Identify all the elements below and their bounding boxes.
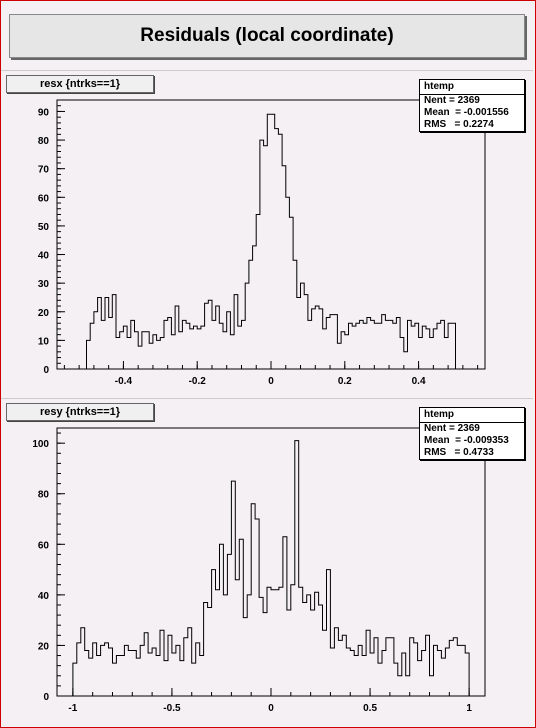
y-tick-label: 40 xyxy=(38,591,50,602)
plot-area xyxy=(56,427,486,697)
y-tick-label: 80 xyxy=(38,136,50,147)
y-tick-label: 80 xyxy=(38,490,50,501)
x-tick-label: 0.4 xyxy=(412,376,426,387)
statbox-name: htemp xyxy=(420,408,524,423)
page-title: Residuals (local coordinate) xyxy=(9,14,525,58)
y-tick-label: 20 xyxy=(38,308,50,319)
x-tick-label: 0.5 xyxy=(363,703,377,714)
y-tick-label: 100 xyxy=(32,439,49,450)
x-tick-label: 1 xyxy=(466,703,472,714)
pad-resy[interactable]: resy {ntrks==1} 0 20 40 60 80 100 -1 -0.5 0 0.5 1 … xyxy=(1,398,533,727)
histogram-resx: 0 10 20 30 40 50 60 70 80 90 -0.4 -0.2 0 0.2 0.4 xyxy=(38,99,486,387)
y-tick-label: 90 xyxy=(38,107,50,118)
x-tick-label: 0 xyxy=(268,376,274,387)
histogram-line xyxy=(72,440,470,696)
y-tick-label: 50 xyxy=(38,222,50,233)
statbox-resy: htemp Nent = 2369 Mean = -0.009353 RMS =… xyxy=(419,407,525,460)
pad-title-resx: resx {ntrks==1} xyxy=(6,75,154,93)
x-tick-label: -1 xyxy=(68,703,77,714)
y-tick-label: 40 xyxy=(38,251,50,262)
x-tick-label: 0 xyxy=(268,703,274,714)
x-tick-label: 0.2 xyxy=(338,376,352,387)
histogram-line xyxy=(86,113,456,369)
statbox-entries: Nent = 2369 xyxy=(424,95,480,106)
x-tick-label: -0.2 xyxy=(189,376,207,387)
statbox-mean: Mean = -0.009353 xyxy=(424,435,509,446)
y-tick-label: 30 xyxy=(38,279,50,290)
y-tick-label: 20 xyxy=(38,641,50,652)
histogram-resy: 0 20 40 60 80 100 -1 -0.5 0 0.5 1 xyxy=(32,427,486,714)
plot-area xyxy=(56,99,486,370)
pad-resx[interactable]: resx {ntrks==1} 0 10 20 30 40 50 60 70 80 90 -0.4 -… xyxy=(1,70,533,396)
statbox-entries: Nent = 2369 xyxy=(424,423,480,434)
y-tick-label: 60 xyxy=(38,193,50,204)
y-tick-label: 0 xyxy=(43,365,49,376)
y-tick-label: 60 xyxy=(38,540,50,551)
y-tick-label: 70 xyxy=(38,165,50,176)
y-tick-label: 0 xyxy=(43,692,49,703)
y-tick-label: 10 xyxy=(38,336,50,347)
statbox-mean: Mean = -0.001556 xyxy=(424,107,509,118)
statbox-rms: RMS = 0.4733 xyxy=(424,447,494,458)
x-tick-label: -0.4 xyxy=(115,376,133,387)
statbox-resx: htemp Nent = 2369 Mean = -0.001556 RMS =… xyxy=(419,79,525,132)
x-tick-label: -0.5 xyxy=(163,703,181,714)
statbox-name: htemp xyxy=(420,80,524,95)
pad-title-resy: resy {ntrks==1} xyxy=(6,403,154,421)
statbox-rms: RMS = 0.2274 xyxy=(424,119,494,130)
